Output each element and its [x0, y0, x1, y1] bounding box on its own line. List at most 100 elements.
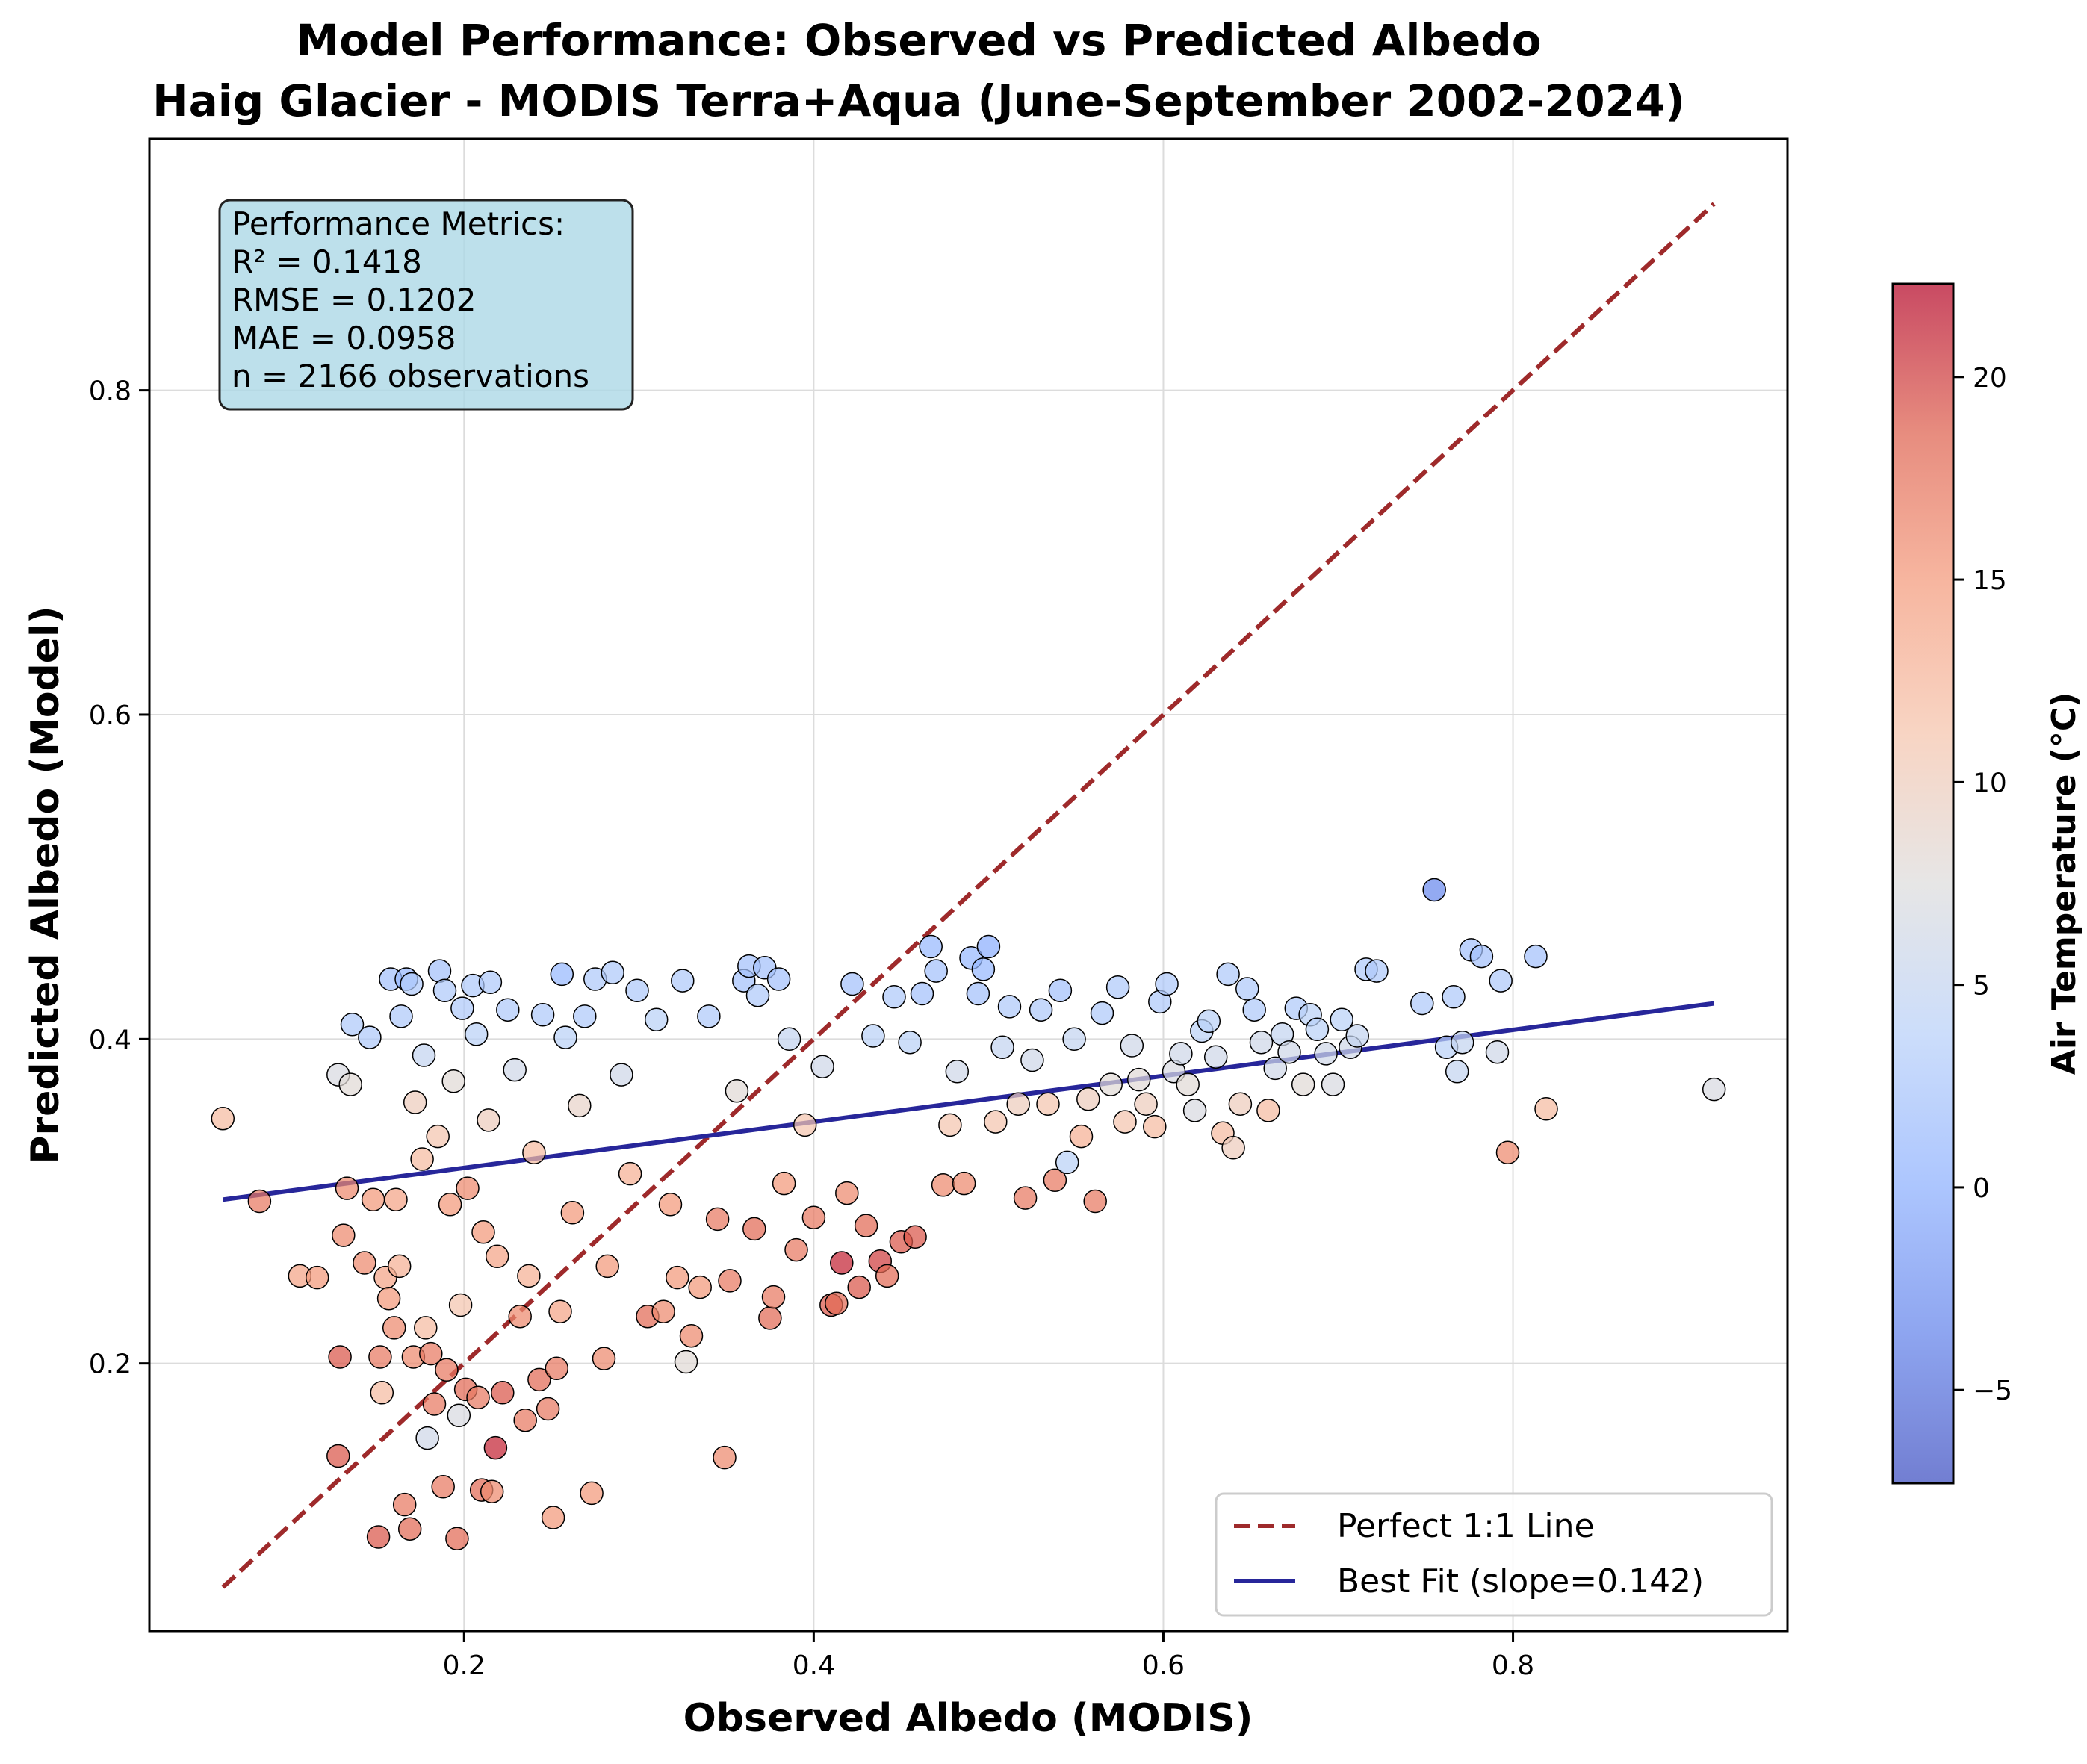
scatter-point: [835, 1181, 859, 1205]
scatter-point: [1263, 1056, 1287, 1081]
scatter-point: [305, 1265, 329, 1290]
scatter-point: [361, 1187, 385, 1212]
scatter-point: [784, 1237, 808, 1262]
scatter-point: [522, 1140, 546, 1165]
scatter-point: [718, 1269, 742, 1293]
y-tick-label: 0.8: [89, 376, 131, 407]
scatter-point: [1524, 944, 1548, 969]
scatter-point: [1485, 1040, 1510, 1064]
scatter-point: [1076, 1087, 1100, 1111]
scatter-point: [387, 1254, 412, 1279]
scatter-point: [382, 1316, 406, 1340]
scatter-point: [875, 1264, 899, 1288]
scatter-point: [945, 1060, 970, 1084]
scatter-point: [1469, 944, 1494, 969]
scatter-point: [485, 1244, 509, 1269]
scatter-point: [1216, 962, 1240, 987]
scatter-point: [412, 1043, 436, 1067]
scatter-point: [422, 1392, 447, 1416]
scatter-point: [976, 934, 1001, 959]
scatter-point: [666, 1265, 689, 1290]
scatter-point: [550, 962, 574, 987]
scatter-point: [580, 1481, 604, 1506]
scatter-point: [671, 969, 695, 993]
scatter-point: [1221, 1136, 1245, 1160]
colorbar-tick-label: 10: [1973, 768, 2007, 798]
scatter-point: [368, 1345, 392, 1369]
scatter-point: [560, 1200, 585, 1225]
scatter-point: [247, 1189, 272, 1214]
scatter-point: [1291, 1072, 1315, 1096]
legend-box: [1215, 1492, 1773, 1617]
scatter-point: [595, 1254, 619, 1279]
scatter-point: [1203, 1045, 1228, 1069]
colorbar-tick-label: 5: [1973, 971, 1990, 1001]
scatter-point: [618, 1161, 642, 1186]
scatter-point: [1020, 1048, 1044, 1072]
scatter-point: [1442, 985, 1466, 1009]
legend-label-fit-line: Best Fit (slope=0.142): [1337, 1562, 1704, 1600]
scatter-point: [427, 959, 452, 983]
scatter-point: [1495, 1140, 1520, 1165]
reference-line-1to1: [221, 202, 1716, 1589]
scatter-point: [898, 1030, 922, 1055]
scatter-point: [335, 1176, 359, 1200]
scatter-point: [400, 972, 424, 996]
scatter-point: [1176, 1072, 1200, 1096]
scatter-point: [503, 1058, 527, 1082]
scatter-point: [376, 1287, 401, 1311]
scatter-point: [527, 1367, 551, 1392]
scatter-point: [1099, 1072, 1123, 1096]
scatter-point: [426, 1124, 450, 1149]
scatter-point: [971, 957, 996, 981]
metrics-line: MAE = 0.0958: [232, 320, 456, 356]
scatter-point: [450, 996, 474, 1020]
scatter-point: [1277, 1040, 1301, 1064]
colorbar-label: Air Temperature (°C): [2045, 692, 2083, 1075]
metrics-box-background: [218, 199, 634, 411]
x-tick-label: 0.6: [1142, 1650, 1185, 1681]
axis-ticks: 0.2 0.4 0.6 0.8 0.2 0.4 0.6 0.8: [89, 376, 1534, 1681]
scatter-point: [793, 1113, 817, 1137]
y-axis-label: Predicted Albedo (Model): [23, 606, 68, 1164]
scatter-point: [491, 1381, 515, 1405]
scatter-point: [1534, 1096, 1558, 1121]
scatter-point: [338, 1072, 362, 1096]
scatter-point: [326, 1444, 350, 1468]
scatter-point: [658, 1193, 683, 1217]
scatter-point: [536, 1397, 560, 1421]
scatter-point: [1169, 1042, 1193, 1066]
scatter-point: [419, 1341, 443, 1366]
chart-title: Model Performance: Observed vs Predicted…: [296, 15, 1541, 66]
scatter-point: [1450, 1030, 1474, 1055]
scatter-point: [568, 1093, 592, 1118]
scatter-point: [1422, 878, 1446, 902]
scatter-point: [625, 978, 649, 1002]
scatter-point: [435, 1358, 459, 1382]
scatter-point: [353, 1251, 376, 1275]
colorbar-gradient: [1891, 282, 1955, 1485]
legend-label-reference-line: Perfect 1:1 Line: [1337, 1507, 1595, 1545]
metrics-line: Performance Metrics:: [232, 205, 565, 242]
scatter-point: [1029, 998, 1053, 1022]
legend: Perfect 1:1 Line Best Fit (slope=0.142): [1215, 1492, 1773, 1617]
scatter-point: [1256, 1099, 1280, 1122]
scatter-point: [601, 960, 624, 985]
scatter-point: [1013, 1186, 1038, 1210]
scatter-point: [725, 1079, 749, 1103]
scatter-point: [931, 1173, 955, 1197]
scatter-point: [903, 1225, 927, 1249]
scatter-point: [328, 1345, 352, 1369]
scatter-point: [545, 1356, 569, 1380]
scatter-point: [370, 1381, 394, 1405]
scatter-point: [938, 1113, 962, 1137]
scatter-point: [688, 1275, 712, 1299]
scatter-point: [508, 1304, 532, 1329]
scatter-point: [366, 1525, 391, 1549]
scatter-point: [1330, 1007, 1353, 1032]
scatter-point: [1090, 1001, 1114, 1025]
scatter-point: [952, 1171, 976, 1196]
scatter-point: [471, 1220, 495, 1244]
scatter-point: [441, 1069, 465, 1093]
